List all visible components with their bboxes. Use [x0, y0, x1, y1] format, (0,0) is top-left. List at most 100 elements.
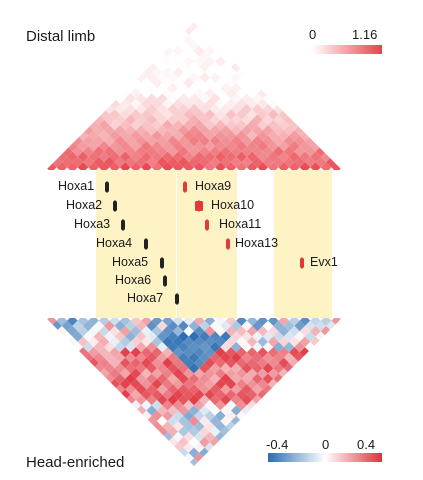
- differential-cell: [326, 320, 337, 332]
- gene-label-hoxa5: Hoxa5: [112, 255, 149, 269]
- differential-cell: [188, 341, 200, 353]
- contact-cell: [146, 135, 157, 147]
- contact-cell: [172, 162, 184, 170]
- differential-cell: [183, 421, 194, 432]
- contact-cell: [231, 103, 242, 115]
- contact-cell: [83, 135, 94, 147]
- differential-cell: [109, 347, 120, 358]
- contact-cell: [225, 66, 237, 78]
- contact-cell: [178, 72, 189, 83]
- differential-cell: [162, 410, 173, 422]
- contact-cell: [167, 146, 179, 157]
- differential-cell: [209, 341, 221, 353]
- contact-cell: [220, 82, 231, 94]
- differential-cell: [172, 318, 184, 326]
- contact-cell: [188, 93, 200, 104]
- differential-cell: [162, 431, 173, 443]
- differential-cell: [162, 357, 173, 369]
- differential-cell: [120, 318, 131, 326]
- contact-cell: [305, 146, 316, 157]
- differential-cell: [151, 368, 163, 379]
- contact-cell: [178, 114, 189, 126]
- contact-cell: [204, 77, 216, 89]
- differential-cell: [199, 384, 210, 395]
- contact-cell: [172, 130, 184, 141]
- contact-cell: [305, 135, 316, 147]
- contact-cell: [104, 156, 115, 168]
- contact-cell: [199, 29, 210, 41]
- differential-cell: [120, 368, 131, 379]
- contact-cell: [146, 156, 157, 168]
- contact-cell: [209, 40, 221, 52]
- contact-cell: [162, 56, 173, 67]
- gene-glyphs: [105, 181, 304, 305]
- differential-cell: [252, 362, 263, 374]
- differential-cell: [220, 331, 231, 342]
- contact-cell: [172, 151, 184, 163]
- differential-cell: [172, 347, 184, 358]
- contact-cell: [220, 156, 231, 168]
- contact-cell: [225, 88, 237, 99]
- contact-cell: [130, 162, 142, 170]
- contact-cell: [246, 109, 258, 120]
- differential-cell: [289, 357, 300, 369]
- differential-cell: [199, 341, 210, 353]
- differential-cell: [135, 362, 147, 374]
- differential-cell: [98, 318, 110, 326]
- differential-cell: [183, 368, 194, 379]
- differential-cell: [252, 341, 263, 353]
- differential-cell: [114, 352, 126, 363]
- contact-cell: [125, 93, 136, 104]
- contact-cell: [183, 98, 194, 110]
- contact-cell: [98, 151, 110, 163]
- gene-label-hoxa4: Hoxa4: [96, 236, 133, 250]
- gene-label-hoxa10: Hoxa10: [211, 198, 255, 212]
- contact-cell: [220, 93, 231, 104]
- contact-cell: [231, 82, 242, 94]
- differential-cell: [172, 410, 184, 422]
- differential-cell: [83, 320, 94, 332]
- differential-cell: [236, 378, 247, 390]
- differential-cell: [305, 331, 316, 342]
- contact-cell: [236, 140, 247, 152]
- contact-cell: [252, 135, 263, 147]
- contact-cell: [188, 51, 200, 62]
- differential-cell: [151, 318, 163, 326]
- contact-cell: [135, 103, 147, 115]
- differential-cell: [135, 352, 147, 363]
- contact-cell: [61, 156, 73, 168]
- differential-cell: [236, 318, 247, 326]
- differential-cell: [183, 442, 194, 453]
- contact-cell: [56, 151, 68, 163]
- contact-cell: [268, 98, 279, 110]
- bottom-scale-max: 0.4: [357, 437, 376, 452]
- differential-cell: [188, 352, 200, 363]
- contact-cell: [194, 24, 205, 36]
- contact-cell: [120, 162, 131, 170]
- contact-cell: [109, 130, 120, 141]
- differential-cell: [188, 320, 200, 332]
- differential-cell: [268, 347, 279, 358]
- contact-cell: [88, 140, 99, 152]
- contact-cell: [135, 125, 147, 136]
- contact-cell: [104, 135, 115, 147]
- differential-cell: [151, 378, 163, 390]
- differential-cell: [125, 331, 136, 342]
- contact-cell: [220, 125, 231, 136]
- contact-cell: [188, 72, 200, 83]
- differential-cell: [183, 378, 194, 390]
- distal-limb-contact-map: [46, 22, 342, 170]
- contact-cell: [183, 119, 194, 131]
- contact-cell: [157, 146, 168, 157]
- differential-cell: [225, 368, 237, 379]
- contact-cell: [146, 72, 157, 83]
- differential-cell: [135, 341, 147, 353]
- bottom-scale-min: -0.4: [266, 437, 289, 452]
- gene-label-hoxa13: Hoxa13: [235, 236, 279, 250]
- contact-cell: [246, 162, 258, 170]
- differential-cell: [305, 320, 316, 332]
- contact-cell: [72, 135, 83, 147]
- contact-cell: [183, 162, 194, 170]
- contact-cell: [135, 114, 147, 126]
